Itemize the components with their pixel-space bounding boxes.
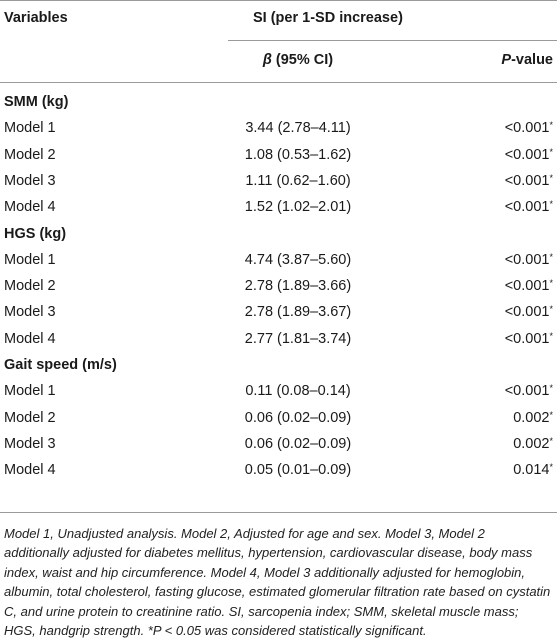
model-cell: Model 2 bbox=[4, 278, 56, 295]
beta-ci-cell: 3.44 (2.78–4.11) bbox=[245, 120, 351, 137]
beta-ci-cell: 2.78 (1.89–3.67) bbox=[244, 304, 352, 321]
table-row: Model 3 1.11 (0.62–1.60) <0.001* bbox=[0, 168, 557, 194]
p-value-cell: <0.001* bbox=[505, 194, 553, 220]
beta-ci-cell: 0.06 (0.02–0.09) bbox=[244, 435, 352, 452]
table-row: Model 3 2.78 (1.89–3.67) <0.001* bbox=[0, 299, 557, 325]
beta-symbol: β bbox=[262, 52, 272, 68]
header-variables: Variables bbox=[4, 10, 68, 26]
p-value-text: <0.001 bbox=[504, 199, 550, 216]
model-cell: Model 4 bbox=[4, 330, 56, 347]
p-value-text: <0.001 bbox=[504, 330, 550, 347]
model-cell: Model 2 bbox=[4, 409, 56, 426]
beta-ci-cell: 1.08 (0.53–1.62) bbox=[244, 146, 352, 163]
p-value-text: <0.001 bbox=[504, 120, 550, 137]
significance-marker: * bbox=[549, 146, 553, 157]
table-row: Model 4 0.05 (0.01–0.09) 0.014* bbox=[0, 457, 557, 483]
p-value-cell: <0.001* bbox=[505, 142, 553, 168]
model-cell: Model 3 bbox=[4, 172, 56, 189]
table-row: Model 1 0.11 (0.08–0.14) <0.001* bbox=[0, 378, 557, 404]
beta-ci-cell: 2.77 (1.81–3.74) bbox=[244, 330, 352, 347]
model-cell: Model 1 bbox=[4, 383, 56, 400]
beta-ci-cell: 0.11 (0.08–0.14) bbox=[245, 383, 351, 400]
p-value-text: 0.002 bbox=[513, 435, 550, 452]
table-row: Model 2 0.06 (0.02–0.09) 0.002* bbox=[0, 405, 557, 431]
table-row: Model 4 1.52 (1.02–2.01) <0.001* bbox=[0, 194, 557, 220]
model-cell: Model 3 bbox=[4, 435, 56, 452]
top-rule bbox=[0, 0, 557, 1]
section-title: Gait speed (m/s) bbox=[4, 357, 117, 373]
beta-ci-cell: 1.11 (0.62–1.60) bbox=[245, 172, 351, 189]
p-value-text: <0.001 bbox=[504, 172, 550, 189]
table-row: Model 4 2.77 (1.81–3.74) <0.001* bbox=[0, 326, 557, 352]
significance-marker: * bbox=[549, 172, 553, 183]
header-group-rule bbox=[228, 40, 557, 41]
significance-marker: * bbox=[549, 278, 553, 289]
section-header: HGS (kg) bbox=[0, 221, 557, 247]
model-cell: Model 4 bbox=[4, 462, 56, 479]
model-cell: Model 1 bbox=[4, 251, 56, 268]
model-cell: Model 3 bbox=[4, 304, 56, 321]
significance-marker: * bbox=[549, 330, 553, 341]
p-value-cell: 0.002* bbox=[513, 431, 553, 457]
p-value-cell: <0.001* bbox=[505, 273, 553, 299]
section-title: HGS (kg) bbox=[4, 225, 67, 242]
p-value-text: <0.001 bbox=[504, 304, 550, 321]
significance-marker: * bbox=[549, 383, 553, 394]
header-si-group: SI (per 1-SD increase) bbox=[253, 10, 403, 26]
p-value-cell: <0.001* bbox=[505, 115, 553, 141]
model-cell: Model 1 bbox=[4, 120, 56, 137]
p-value-cell: <0.001* bbox=[505, 378, 553, 404]
beta-ci-cell: 4.74 (3.87–5.60) bbox=[244, 251, 352, 268]
p-value-cell: 0.014* bbox=[513, 457, 553, 483]
p-value-text: <0.001 bbox=[504, 383, 550, 400]
section-title: SMM (kg) bbox=[4, 94, 69, 110]
table-row: Model 1 4.74 (3.87–5.60) <0.001* bbox=[0, 247, 557, 273]
p-value-text: 0.002 bbox=[513, 409, 550, 426]
beta-ci-label: (95% CI) bbox=[271, 52, 334, 68]
table-footnote: Model 1, Unadjusted analysis. Model 2, A… bbox=[4, 526, 551, 639]
p-value-text: 0.014 bbox=[513, 462, 550, 479]
table-row: Model 3 0.06 (0.02–0.09) 0.002* bbox=[0, 431, 557, 457]
p-value-text: <0.001 bbox=[504, 278, 550, 295]
model-cell: Model 2 bbox=[4, 146, 56, 163]
table-row: Model 2 1.08 (0.53–1.62) <0.001* bbox=[0, 142, 557, 168]
table-row: Model 2 2.78 (1.89–3.66) <0.001* bbox=[0, 273, 557, 299]
p-value-cell: <0.001* bbox=[505, 326, 553, 352]
beta-ci-cell: 0.06 (0.02–0.09) bbox=[244, 409, 352, 426]
p-letter: P bbox=[501, 52, 512, 68]
p-value-text: <0.001 bbox=[504, 146, 550, 163]
significance-marker: * bbox=[549, 409, 553, 420]
significance-marker: * bbox=[549, 120, 553, 131]
header-beta: β (95% CI) bbox=[228, 52, 368, 68]
p-value-cell: 0.002* bbox=[513, 405, 553, 431]
p-value-cell: <0.001* bbox=[505, 299, 553, 325]
p-value-label: -value bbox=[511, 52, 553, 68]
beta-ci-cell: 0.05 (0.01–0.09) bbox=[244, 462, 352, 479]
table-row: Model 1 3.44 (2.78–4.11) <0.001* bbox=[0, 115, 557, 141]
section-header: SMM (kg) bbox=[0, 89, 557, 115]
significance-marker: * bbox=[549, 199, 553, 210]
model-cell: Model 4 bbox=[4, 199, 56, 216]
p-value-text: <0.001 bbox=[504, 251, 550, 268]
header-bottom-rule bbox=[0, 82, 557, 83]
header-p-value: P-value bbox=[501, 52, 553, 68]
beta-ci-cell: 2.78 (1.89–3.66) bbox=[244, 278, 352, 295]
significance-marker: * bbox=[549, 304, 553, 315]
section-header: Gait speed (m/s) bbox=[0, 352, 557, 378]
p-value-cell: <0.001* bbox=[505, 168, 553, 194]
significance-marker: * bbox=[549, 462, 553, 473]
significance-marker: * bbox=[549, 435, 553, 446]
significance-marker: * bbox=[549, 251, 553, 262]
p-value-cell: <0.001* bbox=[505, 247, 553, 273]
bottom-rule bbox=[0, 512, 557, 513]
beta-ci-cell: 1.52 (1.02–2.01) bbox=[244, 199, 352, 216]
